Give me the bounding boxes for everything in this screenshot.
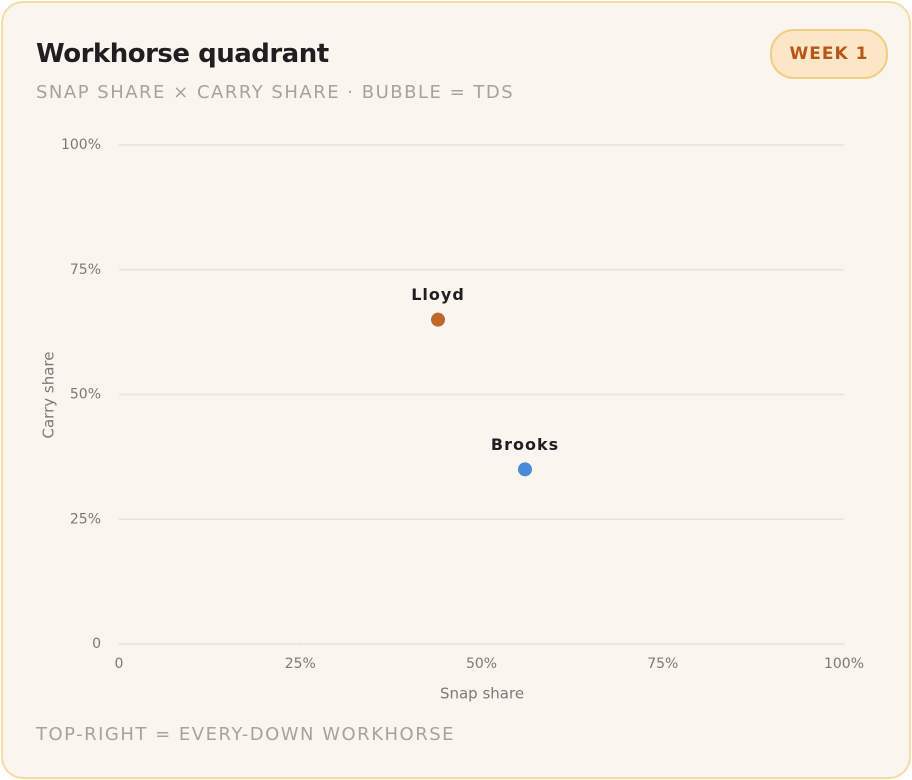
title: Workhorse quadrant [36, 39, 329, 69]
week-badge[interactable]: WEEK 1 [770, 29, 888, 79]
y-tick-label: 75% [70, 262, 101, 278]
x-axis-label: Snap share [440, 685, 524, 703]
y-tick-label: 0 [92, 636, 101, 652]
x-tick-label: 0 [115, 656, 124, 672]
x-tick-label: 50% [466, 656, 497, 672]
footer-note: TOP-RIGHT = EVERY-DOWN WORKHORSE [36, 724, 456, 745]
subtitle: SNAP SHARE × CARRY SHARE · BUBBLE = TDS [36, 82, 515, 103]
point-label: Lloyd [411, 285, 465, 304]
x-tick-label: 25% [285, 656, 316, 672]
y-tick-label: 100% [61, 137, 101, 153]
bubble [518, 462, 532, 477]
y-tick-label: 25% [70, 511, 101, 527]
x-tick-label: 100% [824, 656, 864, 672]
y-axis-label: Carry share [40, 352, 58, 439]
point-label: Brooks [491, 435, 559, 454]
y-tick-label: 50% [70, 387, 101, 403]
bubble [431, 312, 445, 327]
x-tick-label: 75% [647, 656, 678, 672]
